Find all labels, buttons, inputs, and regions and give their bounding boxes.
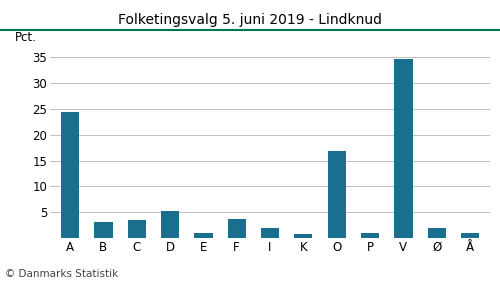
Text: Pct.: Pct. <box>15 31 36 44</box>
Bar <box>328 151 346 238</box>
Bar <box>94 222 112 238</box>
Bar <box>161 211 179 238</box>
Bar <box>361 233 379 238</box>
Text: Folketingsvalg 5. juni 2019 - Lindknud: Folketingsvalg 5. juni 2019 - Lindknud <box>118 13 382 27</box>
Bar <box>261 228 279 238</box>
Text: © Danmarks Statistik: © Danmarks Statistik <box>5 269 118 279</box>
Bar <box>461 233 479 238</box>
Bar <box>294 233 312 238</box>
Bar <box>128 220 146 238</box>
Bar <box>194 233 212 238</box>
Bar <box>428 228 446 238</box>
Bar <box>61 112 79 238</box>
Bar <box>394 59 412 238</box>
Bar <box>228 219 246 238</box>
